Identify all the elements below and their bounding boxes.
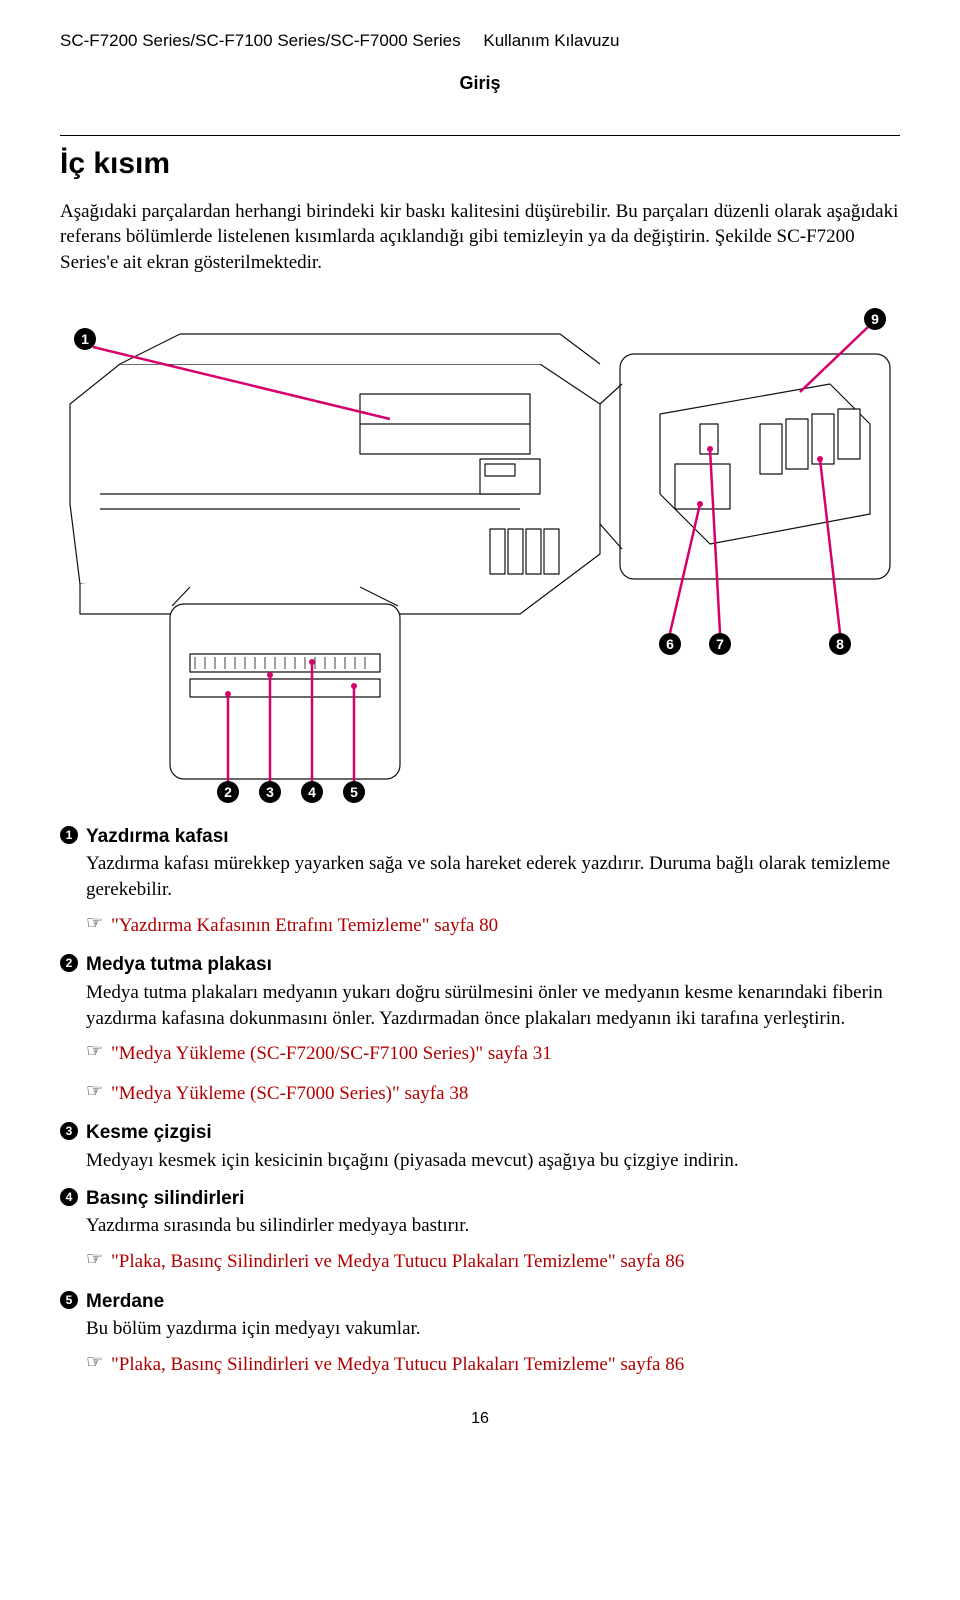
item-title: Basınç silindirleri bbox=[86, 1186, 900, 1212]
item-number-badge: 5 bbox=[60, 1291, 78, 1309]
heading-divider bbox=[60, 135, 900, 136]
svg-text:9: 9 bbox=[871, 311, 879, 327]
item-title: Medya tutma plakası bbox=[86, 952, 900, 978]
svg-text:4: 4 bbox=[308, 784, 316, 800]
cross-reference: ☞ "Medya Yükleme (SC-F7200/SC-F7100 Serie… bbox=[86, 1041, 900, 1067]
product-line: SC-F7200 Series/SC-F7100 Series/SC-F7000… bbox=[60, 31, 461, 50]
reference-text: "Medya Yükleme (SC-F7200/SC-F7100 Series… bbox=[111, 1041, 552, 1067]
intro-paragraph: Aşağıdaki parçalardan herhangi birindeki… bbox=[60, 199, 900, 276]
section-label: Giriş bbox=[60, 71, 900, 95]
page-number: 16 bbox=[60, 1408, 900, 1430]
cross-reference: ☞ "Plaka, Basınç Silindirleri ve Medya Tu… bbox=[86, 1249, 900, 1275]
svg-text:5: 5 bbox=[350, 784, 358, 800]
item-body: Yazdırma sırasında bu silindirler medyay… bbox=[86, 1213, 900, 1239]
cross-reference: ☞ "Medya Yükleme (SC-F7000 Series)" sayfa… bbox=[86, 1081, 900, 1107]
item-title: Merdane bbox=[86, 1289, 900, 1315]
pointer-icon: ☞ bbox=[86, 1041, 103, 1064]
item-number-badge: 1 bbox=[60, 826, 78, 844]
svg-text:2: 2 bbox=[224, 784, 232, 800]
part-item: 2 Medya tutma plakasıMedya tutma plakalar… bbox=[60, 952, 900, 1106]
part-item: 3 Kesme çizgisiMedyayı kesmek için kesici… bbox=[60, 1120, 900, 1173]
cross-reference: ☞ "Plaka, Basınç Silindirleri ve Medya Tu… bbox=[86, 1352, 900, 1378]
item-body: Yazdırma kafası mürekkep yayarken sağa v… bbox=[86, 851, 900, 902]
parts-list: 1 Yazdırma kafasıYazdırma kafası mürekkep… bbox=[60, 824, 900, 1378]
printer-diagram: 1 2 bbox=[60, 294, 900, 804]
item-body: Medya tutma plakaları medyanın yukarı do… bbox=[86, 980, 900, 1031]
part-item: 1 Yazdırma kafasıYazdırma kafası mürekkep… bbox=[60, 824, 900, 939]
pointer-icon: ☞ bbox=[86, 913, 103, 936]
svg-text:8: 8 bbox=[836, 636, 844, 652]
pointer-icon: ☞ bbox=[86, 1249, 103, 1272]
item-body: Medyayı kesmek için kesicinin bıçağını (… bbox=[86, 1148, 900, 1174]
item-body: Bu bölüm yazdırma için medyayı vakumlar. bbox=[86, 1316, 900, 1342]
cross-reference: ☞ "Yazdırma Kafasının Etrafını Temizleme"… bbox=[86, 913, 900, 939]
reference-text: "Medya Yükleme (SC-F7000 Series)" sayfa … bbox=[111, 1081, 468, 1107]
svg-text:1: 1 bbox=[81, 331, 89, 347]
svg-text:6: 6 bbox=[666, 636, 674, 652]
reference-text: "Plaka, Basınç Silindirleri ve Medya Tut… bbox=[111, 1352, 684, 1378]
svg-text:3: 3 bbox=[266, 784, 274, 800]
reference-text: "Yazdırma Kafasının Etrafını Temizleme" … bbox=[111, 913, 498, 939]
pointer-icon: ☞ bbox=[86, 1352, 103, 1375]
page-title: İç kısım bbox=[60, 144, 900, 185]
part-item: 5 MerdaneBu bölüm yazdırma için medyayı v… bbox=[60, 1289, 900, 1378]
doc-header: SC-F7200 Series/SC-F7100 Series/SC-F7000… bbox=[60, 30, 900, 53]
item-title: Yazdırma kafası bbox=[86, 824, 900, 850]
manual-label: Kullanım Kılavuzu bbox=[483, 31, 619, 50]
item-title: Kesme çizgisi bbox=[86, 1120, 900, 1146]
svg-text:7: 7 bbox=[716, 636, 724, 652]
part-item: 4 Basınç silindirleriYazdırma sırasında b… bbox=[60, 1186, 900, 1275]
item-number-badge: 2 bbox=[60, 954, 78, 972]
pointer-icon: ☞ bbox=[86, 1081, 103, 1104]
item-number-badge: 3 bbox=[60, 1122, 78, 1140]
item-number-badge: 4 bbox=[60, 1188, 78, 1206]
reference-text: "Plaka, Basınç Silindirleri ve Medya Tut… bbox=[111, 1249, 684, 1275]
